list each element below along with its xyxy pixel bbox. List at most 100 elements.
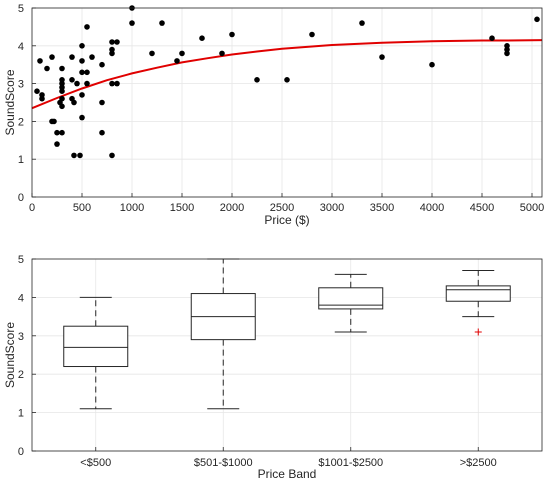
boxplot-y-tick-label: 0: [18, 446, 24, 458]
scatter-point: [54, 129, 60, 136]
scatter-point: [149, 50, 155, 57]
scatter-y-tick-label: 5: [18, 3, 24, 15]
scatter-point: [84, 69, 90, 76]
scatter-point: [229, 31, 235, 38]
scatter-x-tick-label: 5000: [520, 202, 544, 214]
scatter-point: [429, 61, 435, 68]
scatter-point: [39, 95, 45, 102]
scatter-point: [59, 95, 65, 102]
scatter-y-tick-label: 4: [18, 41, 24, 53]
scatter-point: [74, 80, 80, 87]
scatter-tick-labels: 0 500 1000 1500 2000 2500 3000 3500 4000 4500 5000…: [18, 3, 544, 214]
boxplot-boxes: [63, 258, 511, 410]
scatter-point: [109, 152, 115, 159]
scatter-point: [109, 80, 115, 87]
scatter-point: [379, 54, 385, 60]
scatter-point: [44, 65, 50, 72]
scatter-point: [359, 20, 365, 26]
scatter-x-tick-label: 3500: [370, 202, 394, 214]
scatter-grid: [31, 7, 542, 198]
scatter-point: [489, 35, 495, 41]
scatter-y-tick-label: 0: [18, 192, 24, 204]
scatter-point: [99, 129, 105, 136]
scatter-point: [79, 58, 85, 64]
scatter-point: [109, 50, 115, 57]
scatter-point: [71, 99, 77, 106]
iqr-box: [318, 287, 384, 310]
scatter-point: [79, 43, 85, 49]
scatter-point: [59, 129, 65, 136]
scatter-x-tick-label: 2000: [220, 202, 244, 214]
scatter-point: [79, 92, 85, 98]
boxplot-panel: 0 1 2 3 4 5 <$500 $501-$1000 $1001-$2500 >$2500 P…: [3, 254, 543, 481]
scatter-point: [284, 77, 290, 83]
scatter-x-tick-label: 4500: [470, 202, 494, 214]
scatter-point: [174, 58, 180, 64]
box-4: [445, 270, 511, 336]
scatter-x-tick-label: 3000: [320, 202, 344, 214]
scatter-point: [77, 152, 83, 159]
boxplot-y-tick-label: 4: [18, 292, 24, 304]
boxplot-y-axis-label: SoundScore: [3, 322, 17, 388]
scatter-point: [59, 103, 65, 110]
scatter-points: [34, 5, 540, 159]
scatter-x-tick-label: 1500: [170, 202, 194, 214]
scatter-y-tick-label: 3: [18, 79, 24, 91]
scatter-y-tick-label: 2: [18, 116, 24, 128]
scatter-x-tick-label: 1000: [120, 202, 144, 214]
scatter-point: [71, 152, 77, 159]
boxplot-category-label: $501-$1000: [194, 457, 253, 469]
scatter-point: [69, 54, 75, 60]
fit-curve-group: [31, 39, 543, 110]
scatter-point: [54, 141, 60, 147]
scatter-point: [99, 99, 105, 106]
scatter-x-tick-label: 4000: [420, 202, 444, 214]
scatter-x-axis-label: Price ($): [264, 213, 309, 227]
scatter-y-tick-label: 1: [18, 154, 24, 166]
boxplot-tick-labels: 0 1 2 3 4 5 <$500 $501-$1000 $1001-$2500 >$2500: [18, 254, 497, 469]
scatter-point: [254, 77, 260, 83]
fit-curve: [31, 39, 543, 110]
scatter-point: [79, 69, 85, 76]
scatter-point: [179, 50, 185, 57]
scatter-point: [89, 54, 95, 60]
scatter-y-axis-label: SoundScore: [3, 69, 17, 135]
boxplot-y-tick-label: 5: [18, 254, 24, 266]
scatter-point: [99, 61, 105, 68]
scatter-panel: 0 500 1000 1500 2000 2500 3000 3500 4000 4500 5000…: [3, 3, 544, 227]
scatter-point: [199, 35, 205, 41]
scatter-point: [109, 39, 115, 45]
scatter-point: [114, 39, 120, 45]
scatter-point: [84, 24, 90, 30]
boxplot-y-tick-label: 3: [18, 331, 24, 343]
scatter-axes-frame: [31, 7, 543, 198]
scatter-point: [59, 77, 65, 83]
iqr-box: [445, 285, 511, 302]
scatter-point: [159, 20, 165, 26]
scatter-point: [37, 58, 43, 64]
scatter-point: [51, 118, 57, 125]
scatter-point: [504, 50, 510, 57]
scatter-x-tick-label: 2500: [270, 202, 294, 214]
scatter-point: [84, 80, 90, 87]
box-1: [63, 296, 129, 410]
scatter-point: [114, 80, 120, 87]
boxplot-y-tick-label: 1: [18, 408, 24, 420]
iqr-box: [63, 325, 129, 368]
scatter-x-tick-label: 0: [29, 202, 35, 214]
boxplot-y-tick-label: 2: [18, 369, 24, 381]
boxplot-category-label: >$2500: [460, 457, 497, 469]
outlier-marker: [474, 328, 482, 336]
boxplot-axes-frame: [31, 258, 543, 452]
scatter-point: [69, 77, 75, 83]
boxplot-category-label: $1001-$2500: [318, 457, 383, 469]
scatter-point: [59, 65, 65, 72]
scatter-point: [534, 16, 540, 23]
scatter-x-tick-label: 500: [73, 202, 91, 214]
scatter-point: [49, 54, 55, 60]
boxplot-x-axis-label: Price Band: [258, 467, 317, 481]
scatter-point: [34, 88, 40, 94]
scatter-point: [219, 50, 225, 57]
boxplot-category-label: <$500: [80, 457, 111, 469]
